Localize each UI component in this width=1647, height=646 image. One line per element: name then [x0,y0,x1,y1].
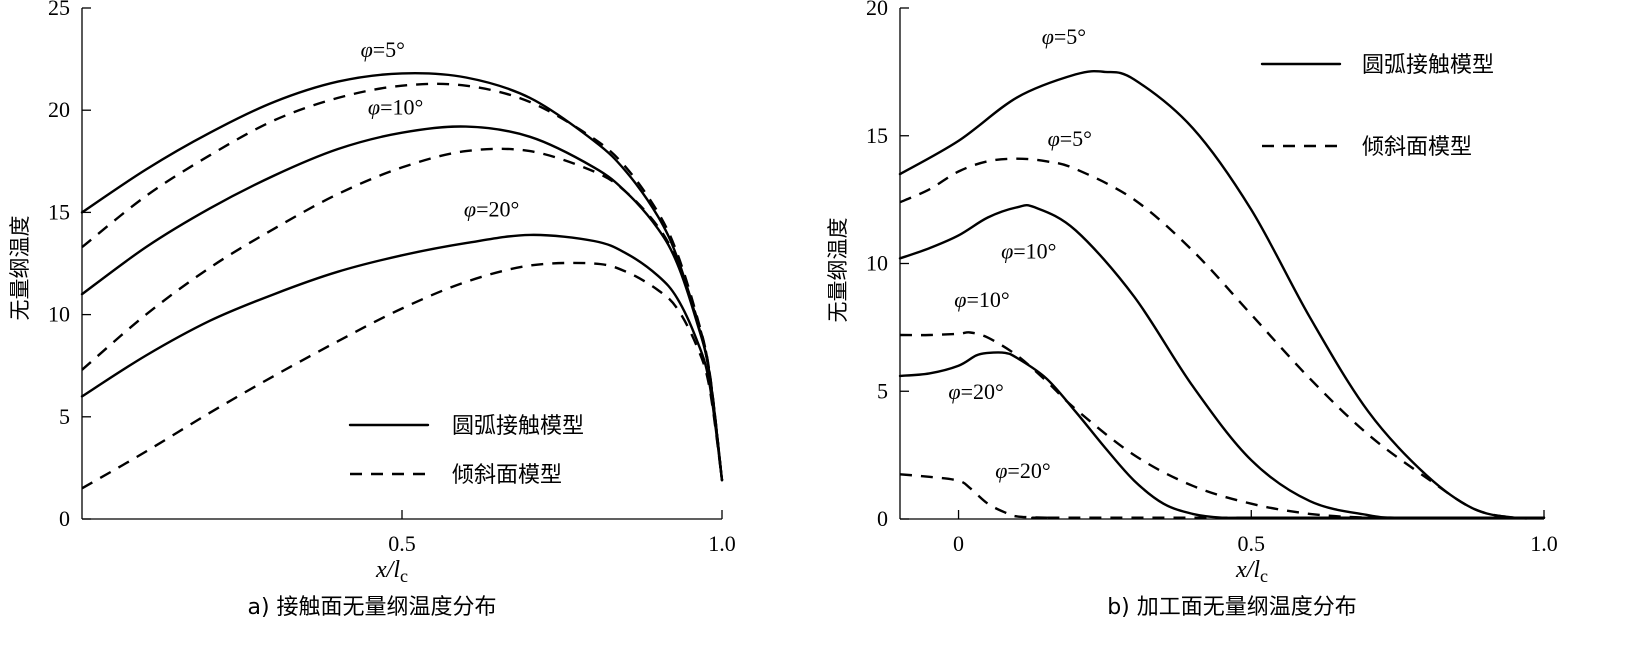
panel-b-y-label: 无量纲温度 [826,218,850,323]
y-tick-label: 20 [48,97,70,122]
panel-a-y-ticks: 0 5 10 15 20 25 [48,0,91,531]
y-tick-label: 15 [866,123,888,148]
y-tick-label: 5 [59,404,70,429]
phi-annotation: φ=5° [1048,126,1092,151]
phi-annotation: φ=20° [948,379,1003,404]
panel-a-annotations: φ=5° φ=10° φ=20° [361,37,520,221]
legend-dashed-label: 倾斜面模型 [1362,135,1472,160]
series-dashed-3 [81,147,724,481]
x-tick-label: 0.5 [388,531,416,556]
y-tick-label: 25 [48,0,70,20]
legend-dashed-label: 倾斜面模型 [452,463,562,488]
panel-b-legend: 圆弧接触模型 倾斜面模型 [1260,53,1494,160]
x-tick-label: 0 [953,531,964,556]
series-dashed-5 [81,261,724,490]
phi-annotation: φ=10° [1001,238,1056,263]
panel-a-series [80,71,724,490]
series-dashed-1 [899,157,1545,520]
y-tick-label: 0 [59,506,70,531]
x-tick-label: 1.0 [1530,531,1558,556]
panel-a-x-label: x/lc [375,557,408,586]
panel-a-y-label: 无量纲温度 [8,216,32,321]
phi-annotation: φ=20° [995,458,1050,483]
series-solid-2 [80,125,724,482]
y-tick-label: 10 [48,302,70,327]
panel-a-x-ticks: 0.5 1.0 [388,510,736,556]
phi-annotation: φ=20° [464,196,519,221]
y-tick-label: 0 [877,506,888,531]
panel-b-series [898,69,1546,520]
series-dashed-3 [899,331,1544,520]
series-dashed-5 [899,473,1544,519]
x-tick-label: 1.0 [708,531,736,556]
phi-annotation: φ=10° [954,287,1009,312]
panel-a-caption: a) 接触面无量纲温度分布 [247,595,496,620]
panel-b-annotations: φ=5° φ=5° φ=10° φ=10° φ=20° φ=20° [948,24,1092,483]
series-solid-0 [80,71,724,482]
legend-solid-label: 圆弧接触模型 [1362,53,1494,78]
y-tick-label: 10 [866,251,888,276]
phi-annotation: φ=5° [361,37,405,62]
phi-annotation: φ=10° [368,94,423,119]
panel-a-legend: 圆弧接触模型 倾斜面模型 [348,414,584,488]
y-tick-label: 15 [48,199,70,224]
panel-b-chart: 0 5 10 15 20 0 0.5 1.0 φ=5° φ=5° φ=10° φ=10° φ=20°… [826,0,1558,620]
panel-b-caption: b) 加工面无量纲温度分布 [1107,595,1357,620]
panel-b-x-label: x/lc [1235,557,1268,586]
x-tick-label: 0.5 [1238,531,1266,556]
series-dashed-1 [81,82,724,481]
panel-a-chart: 0 5 10 15 20 25 0.5 1.0 φ=5° φ=10° φ=20° 圆弧接触模型 … [8,0,736,620]
series-solid-4 [80,233,724,482]
y-tick-label: 5 [877,378,888,403]
panel-b-y-ticks: 0 5 10 15 20 [866,0,909,531]
legend-solid-label: 圆弧接触模型 [452,414,584,439]
phi-annotation: φ=5° [1042,24,1086,49]
y-tick-label: 20 [866,0,888,20]
